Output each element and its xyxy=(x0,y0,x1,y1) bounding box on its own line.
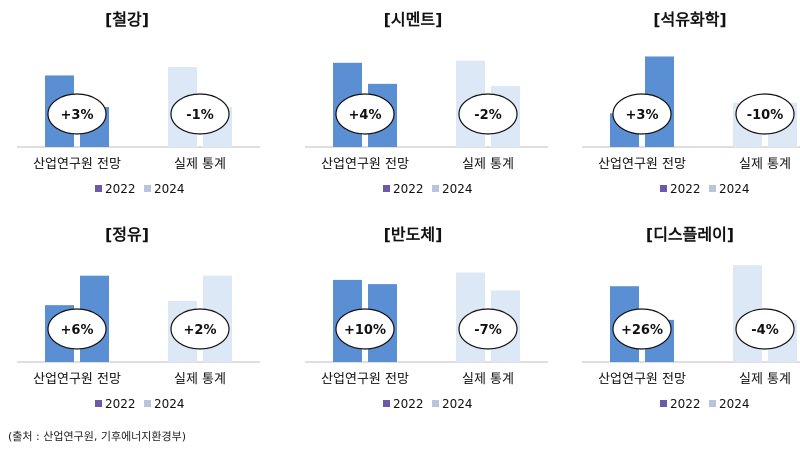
change-label: -1% xyxy=(186,108,213,123)
chart-title: [반도체] xyxy=(384,225,443,244)
legend-swatch-2024 xyxy=(709,400,716,407)
category-label: 실제 통계 xyxy=(174,372,226,387)
legend-label-2022: 2022 xyxy=(105,397,136,411)
change-ellipse xyxy=(735,93,795,135)
legend-swatch-2022 xyxy=(383,185,390,192)
change-label: +4% xyxy=(349,108,382,123)
source-note: (출처 : 산업연구원, 기후에너지환경부) xyxy=(8,430,187,443)
chart-title: [정유] xyxy=(105,225,149,244)
legend-swatch-2024 xyxy=(432,185,439,192)
chart-title: [철강] xyxy=(105,10,149,29)
legend-label-2024: 2024 xyxy=(442,397,473,411)
change-label: +26% xyxy=(621,323,663,338)
legend-swatch-2022 xyxy=(95,185,102,192)
change-ellipse xyxy=(612,308,672,350)
change-label: -7% xyxy=(474,323,501,338)
change-label: -2% xyxy=(474,108,501,123)
legend-label-2022: 2022 xyxy=(393,182,424,196)
category-label: 실제 통계 xyxy=(462,157,514,172)
change-label: +3% xyxy=(61,108,94,123)
category-label: 산업연구원 전망 xyxy=(33,372,121,387)
change-ellipse xyxy=(170,308,230,350)
change-ellipse xyxy=(458,308,518,350)
category-label: 산업연구원 전망 xyxy=(598,157,686,172)
change-ellipse xyxy=(335,93,395,135)
legend-label-2022: 2022 xyxy=(105,182,136,196)
legend-label-2022: 2022 xyxy=(670,182,701,196)
legend-label-2024: 2024 xyxy=(154,397,185,411)
legend-label-2024: 2024 xyxy=(719,397,750,411)
chart-title: [시멘트] xyxy=(384,10,443,29)
legend-swatch-2022 xyxy=(95,400,102,407)
legend-label-2022: 2022 xyxy=(670,397,701,411)
change-label: +2% xyxy=(184,323,217,338)
change-ellipse xyxy=(47,93,107,135)
legend-label-2024: 2024 xyxy=(442,182,473,196)
legend-swatch-2024 xyxy=(432,400,439,407)
legend-swatch-2024 xyxy=(144,400,151,407)
change-ellipse xyxy=(335,308,395,350)
legend-label-2024: 2024 xyxy=(719,182,750,196)
change-ellipse xyxy=(735,308,795,350)
category-label: 산업연구원 전망 xyxy=(33,157,121,172)
category-label: 실제 통계 xyxy=(462,372,514,387)
category-label: 실제 통계 xyxy=(739,157,791,172)
legend-swatch-2022 xyxy=(383,400,390,407)
change-ellipse xyxy=(47,308,107,350)
category-label: 산업연구원 전망 xyxy=(598,372,686,387)
legend-swatch-2022 xyxy=(660,185,667,192)
chart-title: [디스플레이] xyxy=(646,225,734,244)
category-label: 산업연구원 전망 xyxy=(321,157,409,172)
change-label: +3% xyxy=(626,108,659,123)
legend-swatch-2024 xyxy=(709,185,716,192)
change-label: +10% xyxy=(344,323,386,338)
legend-label-2024: 2024 xyxy=(154,182,185,196)
change-label: +6% xyxy=(61,323,94,338)
change-label: -10% xyxy=(747,108,784,123)
legend-label-2022: 2022 xyxy=(393,397,424,411)
chart-title: [석유화학] xyxy=(653,10,727,29)
change-ellipse xyxy=(170,93,230,135)
category-label: 실제 통계 xyxy=(739,372,791,387)
change-label: -4% xyxy=(751,323,778,338)
legend-swatch-2022 xyxy=(660,400,667,407)
category-label: 산업연구원 전망 xyxy=(321,372,409,387)
change-ellipse xyxy=(612,93,672,135)
category-label: 실제 통계 xyxy=(174,157,226,172)
change-ellipse xyxy=(458,93,518,135)
legend-swatch-2024 xyxy=(144,185,151,192)
